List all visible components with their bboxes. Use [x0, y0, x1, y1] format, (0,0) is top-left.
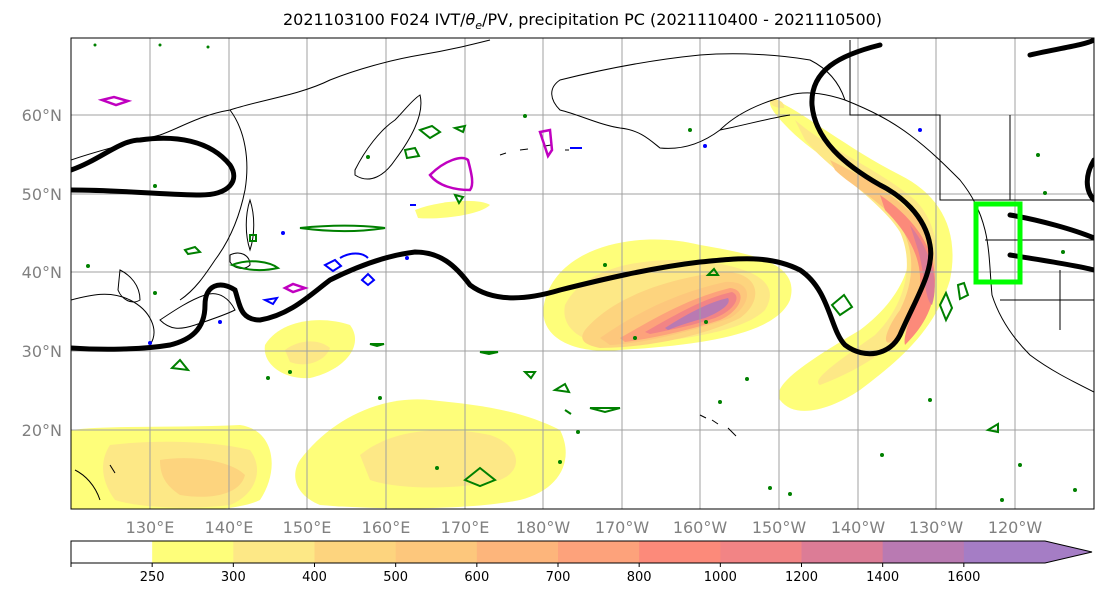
lon-label: 160°E — [362, 518, 411, 537]
colorbar-segment — [558, 541, 640, 563]
colorbar-tick-label: 1600 — [947, 570, 980, 585]
colorbar-segment — [801, 541, 884, 563]
lon-label: 170°E — [441, 518, 490, 537]
precip-dots — [86, 43, 1077, 502]
colorbar-ticks: 250 300 400 500 600 700 800 1000 1200 1400 1600 — [70, 563, 980, 585]
colorbar-segment — [395, 541, 478, 563]
lat-label-60n: 60°N — [22, 106, 62, 125]
colorbar-segment — [71, 541, 153, 563]
theta-negative-contours — [261, 147, 582, 306]
colorbar-segment — [963, 541, 1092, 563]
title-prefix: 2021103100 F024 IVT/ — [282, 10, 466, 29]
lon-label: 130°W — [909, 518, 964, 537]
colorbar-tick-label: 400 — [302, 570, 327, 585]
lon-label: 150°E — [283, 518, 332, 537]
colorbar-tick-label: 800 — [627, 570, 652, 585]
title-theta: θ — [465, 10, 476, 29]
colorbar-segments — [71, 541, 1092, 563]
lat-label-30n: 30°N — [22, 342, 62, 361]
ivt-shading — [71, 99, 953, 509]
lon-label: 160°W — [673, 518, 728, 537]
lon-label: 120°W — [988, 518, 1043, 537]
lon-axis: 130°E 140°E 150°E 160°E 170°E 180°W 170°… — [126, 518, 1043, 537]
colorbar-tick-label: 1400 — [866, 570, 899, 585]
lat-axis: 60°N 50°N 40°N 30°N 20°N — [22, 106, 62, 440]
colorbar-tick-label: 1200 — [785, 570, 818, 585]
title-theta-sub: e — [475, 19, 483, 33]
lon-label: 140°W — [831, 518, 886, 537]
target-region-box — [973, 201, 1023, 285]
map-frame — [70, 37, 1095, 510]
colorbar-tick-label: 1000 — [704, 570, 737, 585]
colorbar-tick-label: 700 — [546, 570, 571, 585]
colorbar-segment — [882, 541, 965, 563]
lat-label-40n: 40°N — [22, 263, 62, 282]
precip-contours — [169, 124, 999, 488]
lat-label-20n: 20°N — [22, 421, 62, 440]
colorbar: 250 300 400 500 600 700 800 1000 1200 1400 1600 — [70, 540, 1093, 585]
lon-label: 180°W — [516, 518, 571, 537]
pv-contours — [71, 38, 1094, 357]
theta-positive-contours — [97, 95, 554, 294]
colorbar-segment — [152, 541, 234, 563]
colorbar-tick-label: 250 — [140, 570, 165, 585]
colorbar-segment — [720, 541, 802, 563]
colorbar-segment — [233, 541, 315, 563]
colorbar-outline — [70, 540, 1093, 564]
lon-label: 170°W — [595, 518, 650, 537]
theta-negative-dots — [148, 128, 922, 345]
colorbar-tick-label: 600 — [464, 570, 489, 585]
colorbar-segment — [639, 541, 721, 563]
map-title: 2021103100 F024 IVT/θe/PV, precipitation… — [0, 10, 1105, 32]
gridlines — [71, 38, 1094, 509]
map-area — [71, 38, 1094, 509]
colorbar-segment — [314, 541, 397, 563]
colorbar-segment — [476, 541, 559, 563]
lon-label: 150°W — [752, 518, 807, 537]
lon-label: 130°E — [126, 518, 175, 537]
colorbar-tick-label: 300 — [221, 570, 246, 585]
title-suffix: /PV, precipitation PC (2021110400 - 2021… — [482, 10, 883, 29]
colorbar-tick-label: 500 — [383, 570, 408, 585]
lon-label: 140°E — [205, 518, 254, 537]
lat-label-50n: 50°N — [22, 185, 62, 204]
